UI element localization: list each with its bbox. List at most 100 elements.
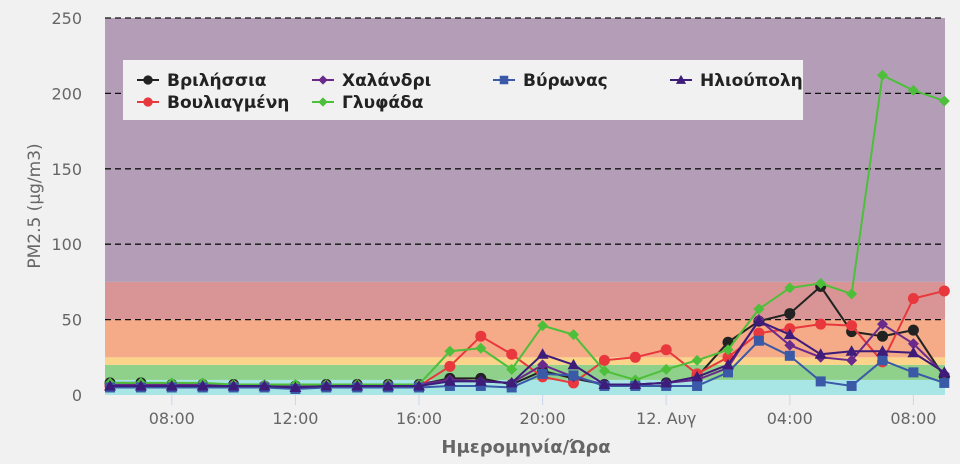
data-point[interactable] [660,376,673,388]
data-point[interactable] [814,348,827,359]
data-point[interactable] [320,379,333,391]
legend-marker-icon [499,75,509,85]
data-point[interactable] [289,381,302,392]
legend-item[interactable]: Γλυφάδα [312,93,423,113]
data-point[interactable] [908,367,919,378]
data-point[interactable] [506,363,518,375]
band-5 [105,18,945,282]
data-point[interactable] [753,335,764,346]
data-point[interactable] [598,378,611,389]
data-point[interactable] [104,379,116,391]
legend-marker-icon [318,97,328,107]
data-point[interactable] [723,367,733,378]
data-point[interactable] [846,288,858,300]
data-point[interactable] [846,354,858,366]
data-point[interactable] [938,285,950,297]
data-point[interactable] [660,363,672,375]
data-point[interactable] [506,348,518,360]
legend: Βριλήσσια Χαλάνδρι Βύρωνας Ηλιούπολη Βουλιαγ… [123,60,803,120]
data-point[interactable] [444,380,455,391]
y-tick-label: 200 [51,84,82,103]
data-point[interactable] [165,379,178,391]
data-point[interactable] [907,324,919,336]
series-Γλυφάδα [104,69,950,390]
legend-label: Βριλήσσια [167,71,266,91]
data-point[interactable] [938,366,951,377]
data-point[interactable] [877,69,888,81]
x-tick-label: 04:00 [767,409,813,428]
data-point[interactable] [815,277,827,289]
data-point[interactable] [660,344,672,356]
data-point[interactable] [505,376,518,388]
data-point[interactable] [598,354,610,366]
data-point[interactable] [475,330,487,342]
data-point[interactable] [784,350,795,361]
data-point[interactable] [598,365,610,377]
data-point[interactable] [196,379,209,391]
data-point[interactable] [784,308,796,320]
data-point[interactable] [784,323,796,335]
data-point[interactable] [536,348,549,359]
x-tick-label: 16:00 [396,409,442,428]
data-point[interactable] [629,378,642,389]
data-point[interactable] [537,368,548,379]
legend-label: Βύρωνας [523,71,608,91]
legend-item[interactable]: Βύρωνας [493,71,608,91]
data-point[interactable] [753,303,765,315]
legend-marker-icon [143,75,153,85]
data-point[interactable] [877,318,888,330]
data-point[interactable] [877,330,888,342]
data-point[interactable] [722,358,734,370]
data-point[interactable] [567,358,580,370]
data-point[interactable] [568,329,579,341]
legend-marker-icon [143,97,153,107]
legend-item[interactable]: Ηλιούπολη [670,71,803,91]
data-point[interactable] [474,375,487,386]
data-point[interactable] [537,320,549,332]
legend-item[interactable]: Βουλιαγμένη [137,93,289,113]
legend-item[interactable]: Βριλήσσια [137,71,266,91]
x-tick-label: 08:00 [149,409,195,428]
y-tick-label: 150 [51,160,82,179]
data-point[interactable] [846,320,858,332]
data-point[interactable] [845,345,858,356]
data-point[interactable] [629,351,641,363]
data-point[interactable] [907,338,919,350]
data-point[interactable] [784,282,796,294]
band-1 [105,364,945,380]
data-point[interactable] [351,379,364,391]
data-point[interactable] [876,345,889,356]
data-point[interactable] [846,380,857,391]
data-point[interactable] [877,355,888,366]
data-point[interactable] [784,339,796,351]
data-point[interactable] [691,354,703,366]
data-point[interactable] [815,376,826,387]
data-point[interactable] [938,95,950,107]
data-point[interactable] [506,382,517,393]
data-point[interactable] [752,315,765,326]
data-point[interactable] [939,377,950,388]
data-point[interactable] [475,380,486,391]
data-point[interactable] [691,370,704,382]
data-point[interactable] [815,318,827,330]
data-point[interactable] [907,84,919,96]
data-series [104,69,951,394]
data-point[interactable] [444,360,456,372]
data-point[interactable] [444,345,456,357]
data-point[interactable] [227,379,240,391]
data-point[interactable] [413,379,425,391]
data-point[interactable] [692,380,703,391]
data-point[interactable] [475,342,487,354]
data-point[interactable] [783,328,796,340]
data-point[interactable] [722,344,734,356]
data-point[interactable] [382,379,395,391]
legend-item[interactable]: Χαλάνδρι [312,71,431,91]
data-point[interactable] [907,292,919,304]
data-point[interactable] [907,346,920,358]
data-point[interactable] [568,370,579,381]
data-point[interactable] [537,359,549,371]
data-point[interactable] [443,375,456,386]
data-point[interactable] [258,379,271,391]
legend-marker-icon [318,75,328,85]
data-point[interactable] [134,379,147,391]
